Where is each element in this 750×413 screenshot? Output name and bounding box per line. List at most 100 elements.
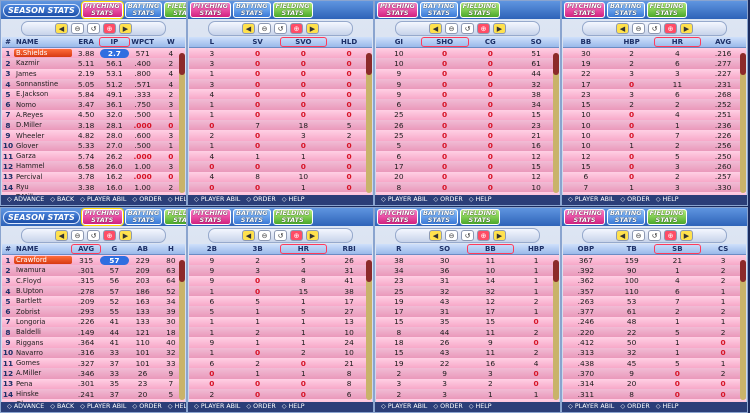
plus-icon[interactable]: ⊕: [290, 230, 303, 241]
column-header-h[interactable]: H: [167, 245, 174, 253]
table-row[interactable]: 11 Garza 5.74 26.2 .000 0: [2, 150, 185, 162]
table-row[interactable]: 5 1 5 27: [189, 306, 372, 317]
table-row[interactable]: 9 Wheeler 4.82 28.0 .600 3: [2, 130, 185, 141]
tab-bat[interactable]: BATTING STATS: [233, 209, 271, 225]
table-row[interactable]: 10 Navarro .316 33 101 32: [2, 347, 185, 358]
column-header-gi[interactable]: GI: [394, 38, 404, 46]
tab-pitch[interactable]: PITCHING STATS: [190, 209, 232, 225]
player-name[interactable]: E.Jackson: [16, 90, 49, 99]
table-row[interactable]: .357 110 6 1: [563, 285, 746, 297]
table-row[interactable]: 9 0 0 38: [376, 89, 559, 100]
table-row[interactable]: .246 48 1 1: [563, 316, 746, 328]
prev-arrow-icon[interactable]: ◀: [429, 230, 442, 241]
table-row[interactable]: 10 0 4 .251: [563, 109, 746, 121]
next-arrow-icon[interactable]: ▶: [493, 230, 506, 241]
next-arrow-icon[interactable]: ▶: [306, 230, 319, 241]
table-row[interactable]: 7 1 3 .330: [563, 181, 746, 193]
table-row[interactable]: 8 Baldelli .149 44 121 18: [2, 327, 185, 338]
table-row[interactable]: 367 159 21 3: [563, 255, 746, 266]
column-header-3b[interactable]: 3B: [252, 245, 263, 253]
table-row[interactable]: 9 0 0 32: [376, 78, 559, 90]
minus-icon[interactable]: ⊖: [71, 23, 84, 34]
column-header-bb[interactable]: BB: [580, 38, 592, 46]
table-row[interactable]: 5 E.Jackson 5.84 49.1 .333 2: [2, 89, 185, 100]
table-row[interactable]: 2 Iwamura .301 57 209 63: [2, 265, 185, 276]
column-header-hr[interactable]: HR: [653, 37, 702, 47]
category-selector[interactable]: ◀ ⊖ ↺ ⊕ ▶: [582, 21, 727, 36]
table-row[interactable]: .314 20 0 0: [563, 378, 746, 389]
player-name[interactable]: A.Miller: [16, 369, 42, 378]
scrollbar-thumb[interactable]: [366, 260, 372, 282]
prev-arrow-icon[interactable]: ◀: [55, 23, 68, 34]
category-selector[interactable]: ◀ ⊖ ↺ ⊕ ▶: [21, 21, 166, 36]
next-arrow-icon[interactable]: ▶: [306, 23, 319, 34]
table-row[interactable]: 25 0 0 21: [376, 130, 559, 141]
tab-pitch[interactable]: PITCHING STATS: [81, 209, 123, 225]
table-row[interactable]: 19 2 6 .277: [563, 58, 746, 69]
next-arrow-icon[interactable]: ▶: [680, 230, 693, 241]
prev-arrow-icon[interactable]: ◀: [429, 23, 442, 34]
category-selector[interactable]: ◀ ⊖ ↺ ⊕ ▶: [395, 21, 540, 36]
column-header-wpct[interactable]: WPCT: [131, 38, 154, 46]
table-row[interactable]: .392 90 1 2: [563, 265, 746, 276]
player-name[interactable]: Hinske: [16, 390, 39, 398]
column-header-ip[interactable]: IP: [99, 37, 130, 47]
column-header-bb[interactable]: BB: [466, 244, 515, 254]
name-header[interactable]: NAME: [16, 38, 39, 46]
table-row[interactable]: 3 C.Floyd .315 56 203 64: [2, 275, 185, 286]
minus-icon[interactable]: ⊖: [258, 230, 271, 241]
scrollbar[interactable]: [553, 260, 559, 400]
column-header-hr[interactable]: HR: [279, 244, 328, 254]
table-row[interactable]: 0 7 18 5: [189, 120, 372, 131]
reset-icon[interactable]: ↺: [648, 230, 661, 241]
player-name[interactable]: Riggans: [16, 338, 44, 347]
table-row[interactable]: 34 36 10 1: [376, 265, 559, 276]
player-name[interactable]: Hammel: [16, 162, 45, 171]
table-row[interactable]: 6 2 0 21: [189, 357, 372, 369]
column-header-cg[interactable]: CG: [484, 38, 496, 46]
player-name[interactable]: Glover: [16, 141, 39, 150]
table-row[interactable]: 1 B.Shields 3.88 2.7 571 4: [2, 48, 185, 59]
table-row[interactable]: 3 0 0 0: [189, 58, 372, 69]
table-row[interactable]: 6 0 0 34: [376, 99, 559, 110]
table-row[interactable]: 0 0 0 0: [189, 161, 372, 172]
category-selector[interactable]: ◀ ⊖ ↺ ⊕ ▶: [208, 21, 353, 36]
scrollbar[interactable]: [740, 260, 746, 400]
table-row[interactable]: 9 0 0 44: [376, 68, 559, 79]
column-header-sv[interactable]: SV: [252, 38, 263, 46]
next-arrow-icon[interactable]: ▶: [119, 230, 132, 241]
table-row[interactable]: 2 3 1 1: [376, 388, 559, 400]
table-row[interactable]: 17 31 17 1: [376, 306, 559, 317]
player-name[interactable]: C.Floyd: [16, 276, 42, 285]
table-row[interactable]: 5 Bartlett .209 52 163 34: [2, 296, 185, 307]
table-row[interactable]: .362 100 4 2: [563, 275, 746, 286]
player-name[interactable]: James: [16, 69, 37, 78]
table-row[interactable]: 17 0 11 .231: [563, 78, 746, 90]
table-row[interactable]: 18 26 9 0: [376, 337, 559, 348]
next-arrow-icon[interactable]: ▶: [680, 23, 693, 34]
table-row[interactable]: .313 32 1 0: [563, 347, 746, 358]
reset-icon[interactable]: ↺: [87, 23, 100, 34]
table-row[interactable]: 15 43 11 2: [376, 347, 559, 358]
table-row[interactable]: 10 Glover 5.33 27.0 .500 1: [2, 140, 185, 151]
tab-pitch[interactable]: PITCHING STATS: [377, 2, 419, 18]
reset-icon[interactable]: ↺: [274, 23, 287, 34]
plus-icon[interactable]: ⊕: [664, 23, 677, 34]
tab-pitch[interactable]: PITCHING STATS: [564, 2, 606, 18]
table-row[interactable]: 14 Hinske .241 37 20 5: [2, 388, 185, 400]
table-row[interactable]: 0 0 1 0: [189, 181, 372, 193]
table-row[interactable]: 14 Ryu 3.38 16.0 1.00 2: [2, 181, 185, 193]
table-row[interactable]: 4 1 1 0: [189, 150, 372, 162]
column-header-r[interactable]: R: [396, 245, 402, 253]
table-row[interactable]: 26 0 0 23: [376, 120, 559, 131]
column-header-tb[interactable]: TB: [626, 245, 637, 253]
table-row[interactable]: 15 35 15 0: [376, 316, 559, 328]
prev-arrow-icon[interactable]: ◀: [616, 230, 629, 241]
